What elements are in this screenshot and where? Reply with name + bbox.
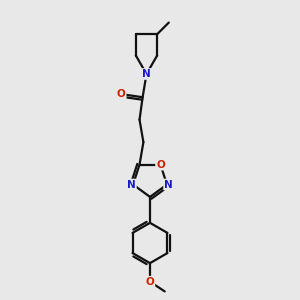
Text: N: N <box>142 69 151 79</box>
Text: O: O <box>156 160 165 170</box>
Text: O: O <box>146 277 154 287</box>
Text: O: O <box>117 89 126 99</box>
Text: N: N <box>127 180 136 190</box>
Text: N: N <box>164 180 173 190</box>
